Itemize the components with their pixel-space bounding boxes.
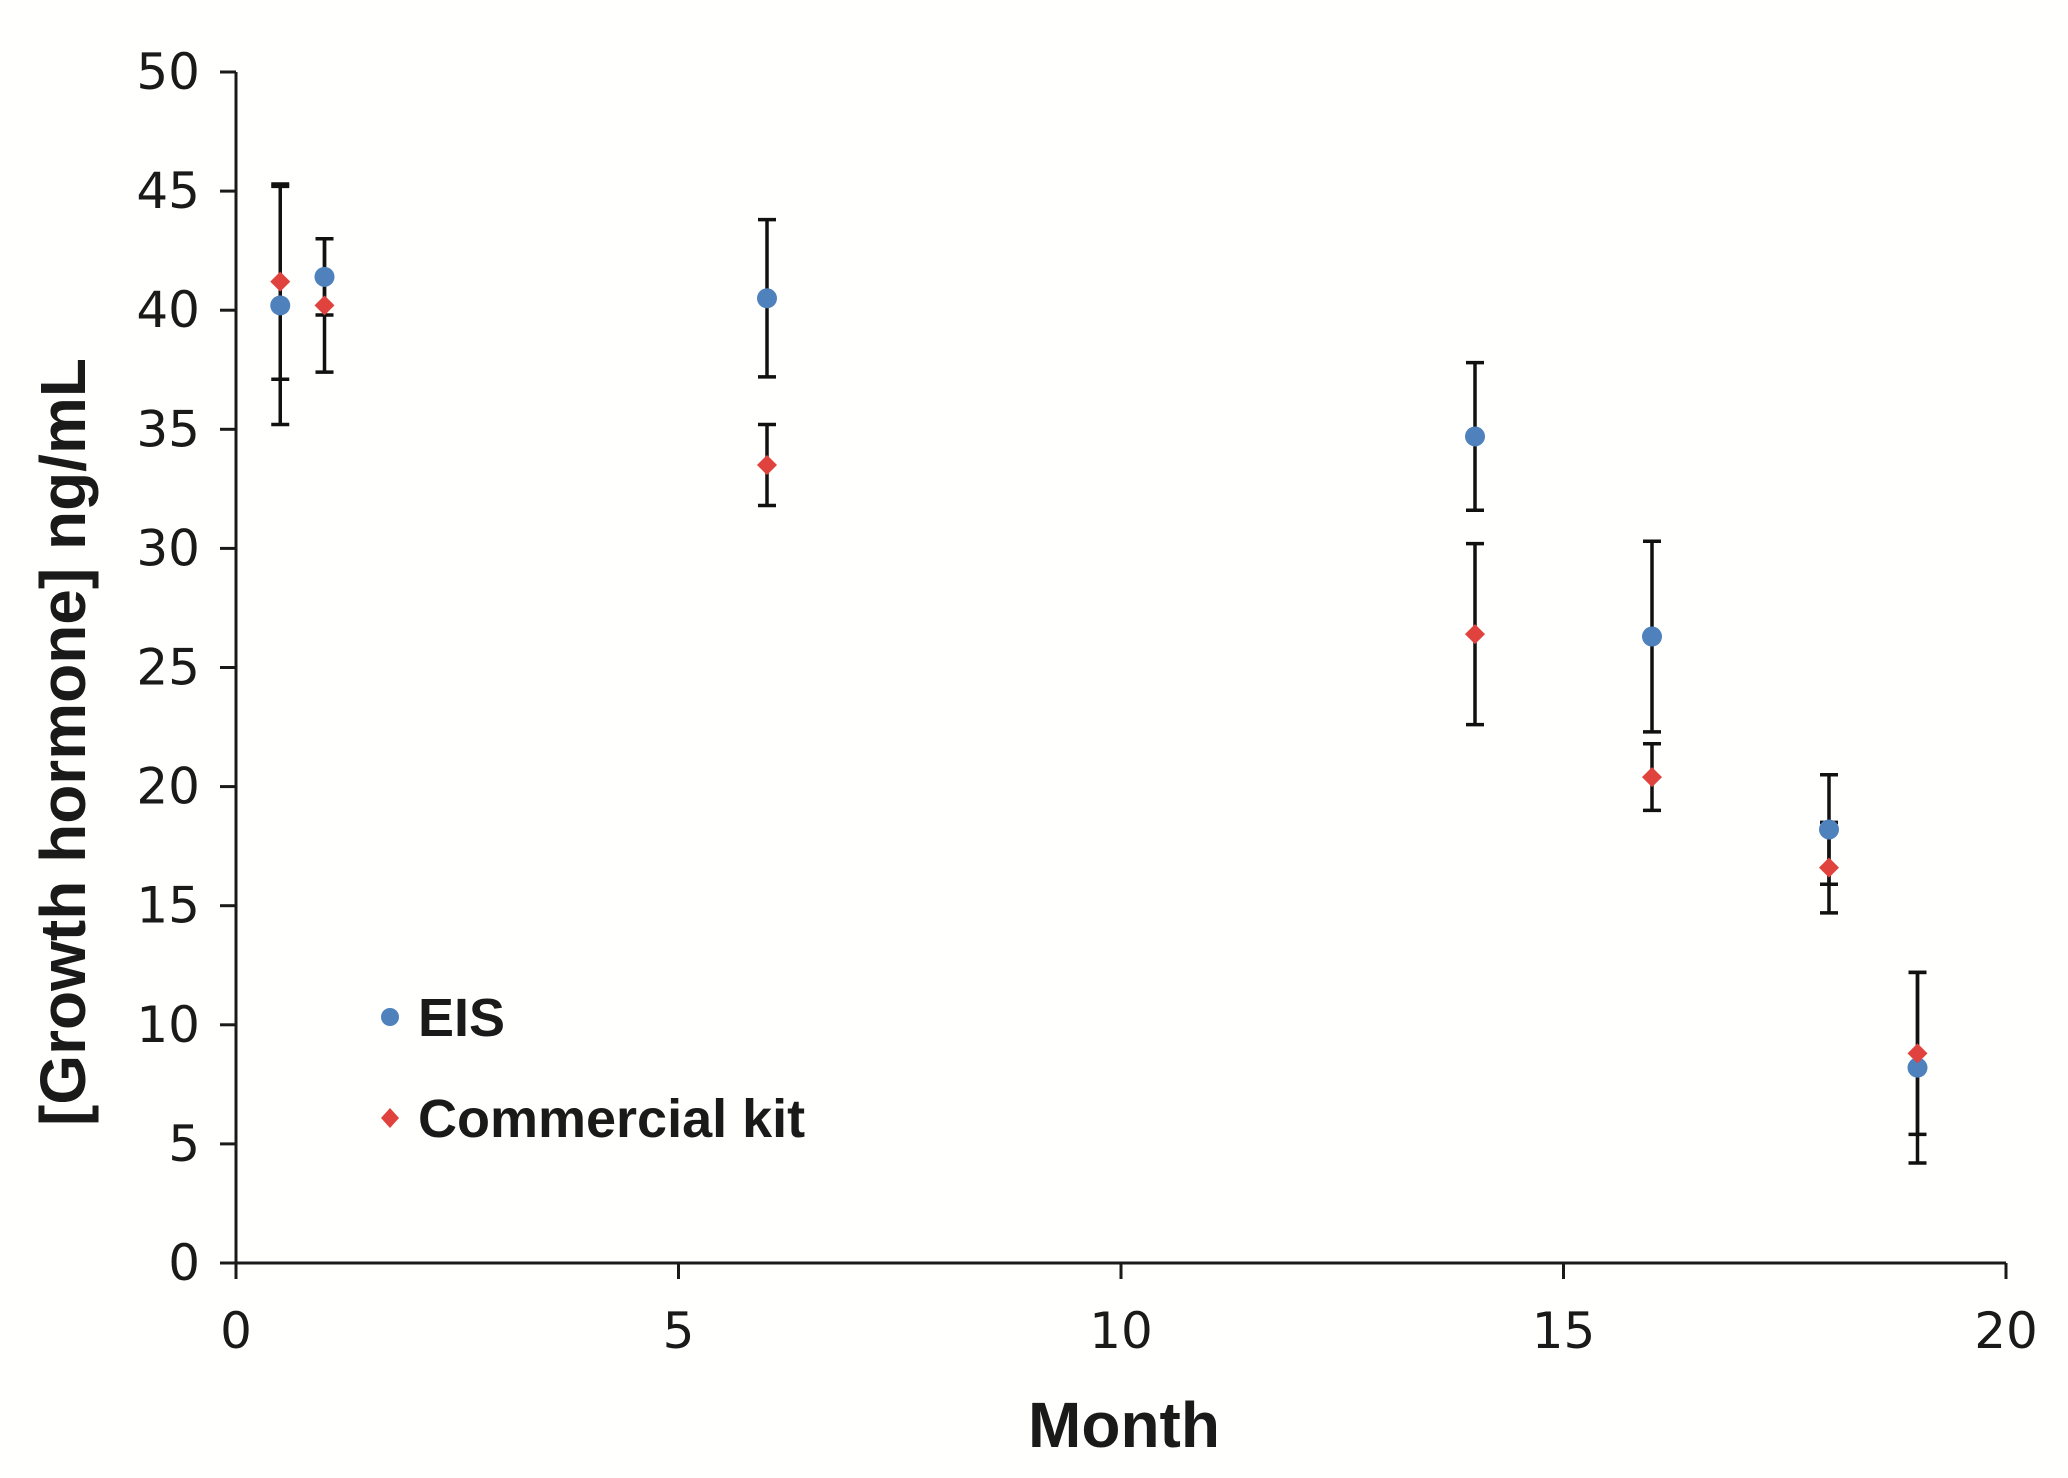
y-tick-label: 50 (136, 43, 200, 101)
point-eis (1907, 1057, 1928, 1078)
point-eis (757, 288, 777, 309)
legend: EIS Commercial kit (381, 988, 805, 1149)
x-tick-label: 15 (1532, 1302, 1596, 1360)
point-eis (1819, 819, 1839, 840)
x-tick-label: 0 (220, 1302, 252, 1360)
y-tick-label: 5 (168, 1115, 200, 1173)
x-ticks: 0 5 10 15 20 (220, 1263, 2038, 1360)
point-commercial-kit (1819, 857, 1839, 878)
point-eis (1465, 426, 1485, 447)
y-tick-label: 35 (136, 400, 200, 458)
point-commercial-kit (757, 455, 777, 476)
point-eis (314, 266, 335, 287)
point-commercial-kit (1907, 1043, 1928, 1064)
y-tick-label: 15 (136, 877, 200, 935)
legend-commercial-kit-marker (381, 1108, 399, 1128)
point-commercial-kit (1642, 767, 1662, 788)
legend-eis-label: EIS (418, 988, 505, 1048)
y-tick-label: 45 (136, 162, 200, 220)
y-axis-title: [Growth hormone] ng/mL (27, 358, 99, 1126)
point-commercial-kit (270, 271, 291, 292)
y-tick-label: 0 (168, 1234, 200, 1292)
x-tick-label: 10 (1089, 1302, 1153, 1360)
axes (234, 72, 2006, 1265)
x-tick-label: 5 (663, 1302, 695, 1360)
y-tick-label: 10 (136, 996, 200, 1054)
y-tick-label: 30 (136, 519, 200, 577)
error-bars (271, 182, 1927, 1165)
point-eis (270, 295, 291, 316)
point-commercial-kit (314, 295, 335, 316)
legend-eis-marker (381, 1008, 399, 1026)
y-tick-label: 20 (136, 758, 200, 816)
x-axis-title: Month (1028, 1389, 1220, 1461)
legend-commercial-kit-label: Commercial kit (418, 1089, 805, 1149)
x-tick-label: 20 (1974, 1302, 2038, 1360)
y-tick-label: 25 (136, 639, 200, 697)
point-commercial-kit (1465, 624, 1485, 645)
y-tick-label: 40 (136, 281, 200, 339)
data-markers (270, 266, 1928, 1078)
y-ticks: 0 5 10 15 20 25 30 35 40 45 50 (136, 43, 236, 1292)
point-eis (1642, 626, 1662, 647)
